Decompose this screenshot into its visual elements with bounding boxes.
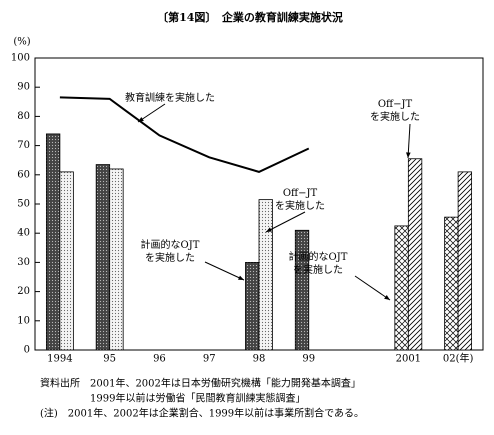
line bbox=[59, 96, 310, 173]
chart-title: 〔第14図〕 企業の教育訓練実施状況 bbox=[157, 10, 343, 24]
annotation: 教育訓練を実施した bbox=[125, 91, 215, 104]
bar bbox=[245, 261, 260, 351]
bar bbox=[109, 168, 124, 351]
note: 資料出所 2001年、2002年は日本労働研究機構「能力開発基本調査」 bbox=[40, 377, 361, 390]
x-tick-label: 96 bbox=[153, 354, 166, 365]
arrow-head bbox=[238, 275, 244, 280]
x-tick-label: 97 bbox=[203, 354, 216, 365]
annotation-arrow bbox=[265, 211, 306, 233]
bar bbox=[45, 133, 61, 351]
bar bbox=[59, 171, 74, 351]
y-tick-label: 40 bbox=[17, 228, 30, 239]
note: (注) 2001年、2002年は企業割合、1999年以前は事業所割合である。 bbox=[40, 407, 364, 420]
bar bbox=[457, 171, 473, 351]
bar bbox=[95, 164, 111, 351]
bar bbox=[394, 225, 409, 351]
y-tick-label: 10 bbox=[17, 315, 30, 326]
y-tick-label: 90 bbox=[17, 82, 30, 93]
y-tick-label: 70 bbox=[17, 140, 30, 151]
bar bbox=[444, 216, 459, 351]
annotation-arrow bbox=[204, 261, 245, 281]
x-tick-label: 95 bbox=[103, 354, 116, 365]
y-tick-label: 100 bbox=[11, 53, 30, 64]
y-tick-label: 0 bbox=[24, 345, 30, 356]
x-tick-label: 02(年) bbox=[443, 352, 474, 365]
arrow-head bbox=[384, 294, 390, 300]
y-axis-label: (%) bbox=[13, 37, 30, 48]
x-tick-label: 1994 bbox=[47, 354, 72, 365]
arrow-head bbox=[266, 227, 272, 232]
annotation: 計画的なOJT を実施した bbox=[141, 238, 200, 264]
y-tick-label: 80 bbox=[17, 111, 30, 122]
annotation-arrow bbox=[407, 123, 411, 159]
annotation-arrow bbox=[354, 275, 391, 301]
annotation: Off−JT を実施した bbox=[275, 188, 325, 212]
y-tick-label: 30 bbox=[17, 257, 30, 268]
bar bbox=[407, 158, 423, 351]
x-tick-label: 99 bbox=[302, 354, 315, 365]
bar bbox=[258, 199, 273, 351]
y-tick-label: 20 bbox=[17, 286, 30, 297]
bar bbox=[294, 229, 310, 351]
annotation: Off−JT を実施した bbox=[370, 99, 420, 123]
annotation: 計画的なOJT を実施した bbox=[289, 250, 348, 276]
arrow-head bbox=[405, 152, 411, 158]
arrow-head bbox=[138, 116, 144, 122]
x-tick-label: 2001 bbox=[396, 354, 421, 365]
y-tick-label: 50 bbox=[17, 199, 30, 210]
y-tick-label: 60 bbox=[17, 169, 30, 180]
x-tick-label: 98 bbox=[253, 354, 266, 365]
note: 1999年以前は労働省「民間教育訓練実態調査」 bbox=[90, 392, 305, 405]
